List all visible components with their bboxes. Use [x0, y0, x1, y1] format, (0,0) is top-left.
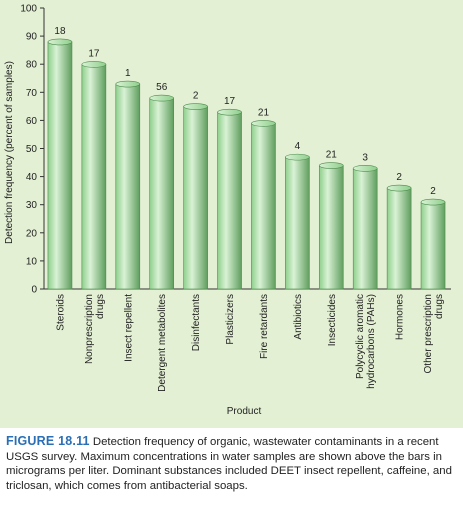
bar: [149, 97, 175, 290]
bar: [115, 83, 141, 290]
data-label: 17: [88, 48, 100, 59]
bar: [217, 111, 242, 290]
bar: [318, 165, 344, 290]
data-label: 21: [258, 107, 270, 118]
figure-number: FIGURE 18.11: [6, 434, 90, 448]
bar-cap: [285, 153, 310, 161]
y-tick-label: 70: [26, 88, 38, 99]
bar-cap: [420, 198, 446, 206]
data-label: 2: [430, 186, 436, 197]
bar: [285, 156, 310, 290]
category-label: Polycyclic aromatichydrocarbons (PAHs): [355, 294, 377, 389]
data-label: 21: [326, 150, 338, 161]
bar: [81, 64, 107, 290]
data-label: 18: [54, 26, 66, 37]
bar-cap: [352, 165, 378, 172]
bar: [251, 123, 276, 290]
category-label: Fire retardants: [259, 294, 270, 359]
y-tick-label: 90: [26, 32, 38, 43]
bar-chart: 0 10 20 30 40 50 60 70 80 90 100 Detection frequenc…: [4, 4, 451, 417]
data-label: 56: [156, 82, 168, 93]
data-label: 3: [362, 152, 368, 163]
bar: [47, 41, 73, 290]
figure-caption: FIGURE 18.11 Detection frequency of orga…: [6, 434, 458, 493]
bar-cap: [149, 94, 175, 102]
data-label: 2: [193, 91, 199, 102]
y-axis-title: Detection frequency (percent of samples): [4, 61, 15, 244]
y-tick-label: 40: [26, 172, 38, 183]
y-tick-label: 50: [26, 144, 38, 155]
chart-panel: 0 10 20 30 40 50 60 70 80 90 100 Detection frequenc…: [0, 0, 463, 428]
category-label: Plasticizers: [225, 294, 236, 345]
data-label: 2: [396, 172, 402, 183]
y-tick-label: 0: [31, 285, 37, 296]
data-label: 4: [295, 141, 301, 152]
bar-cap: [251, 120, 276, 127]
y-tick-label: 30: [26, 200, 38, 211]
category-label: Detergent metabolites: [157, 294, 168, 392]
bar: [386, 187, 412, 290]
category-label: Insecticides: [327, 294, 338, 346]
category-label: Disinfectants: [191, 294, 202, 351]
bar-cap: [183, 103, 208, 110]
caption-text: Detection frequency of organic, wastewat…: [6, 436, 452, 492]
y-tick-label: 60: [26, 116, 38, 127]
category-label: Hormones: [395, 294, 406, 340]
category-label: Insect repellent: [123, 294, 134, 362]
category-label: Antibiotics: [293, 294, 304, 340]
category-label: Nonprescriptiondrugs: [84, 294, 106, 364]
y-tick-label: 100: [20, 4, 37, 15]
bar-cap: [81, 61, 107, 68]
bar: [420, 201, 446, 290]
y-tick-label: 20: [26, 228, 38, 239]
category-label: Steroids: [55, 294, 66, 331]
bar-cap: [318, 162, 344, 169]
y-tick-label: 80: [26, 60, 38, 71]
data-label: 1: [125, 68, 131, 79]
data-label: 17: [224, 96, 236, 107]
bar-cap: [47, 38, 73, 46]
bar: [183, 106, 208, 290]
x-axis-title: Product: [227, 406, 262, 417]
bar-cap: [386, 184, 412, 192]
category-label: Other prescriptiondrugs: [423, 294, 445, 373]
bar-cap: [217, 108, 242, 116]
bar: [352, 168, 378, 290]
bar-cap: [115, 80, 141, 88]
y-tick-label: 10: [26, 256, 38, 267]
